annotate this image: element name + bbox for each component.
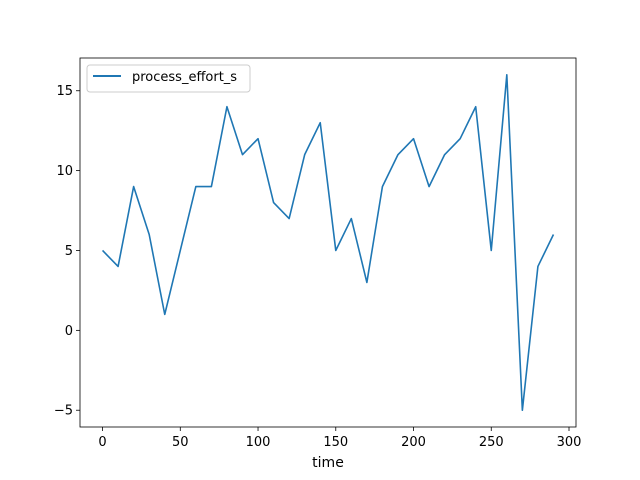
y-tick-label: 10 (56, 164, 73, 179)
y-tick-label: 0 (65, 324, 73, 339)
x-tick-label: 100 (246, 435, 271, 450)
y-tick-label: 5 (65, 244, 73, 259)
x-tick-label: 50 (172, 435, 189, 450)
x-axis-ticks: 0 50 100 150 200 250 300 (98, 427, 581, 450)
x-tick-label: 200 (401, 435, 426, 450)
legend-box (86, 64, 251, 93)
y-tick-label: 15 (56, 84, 73, 99)
x-axis-label: time (312, 455, 344, 471)
x-tick-label: 300 (557, 435, 582, 450)
x-tick-label: 250 (479, 435, 504, 450)
series-lines (101, 73, 555, 412)
legend-label-process-effort-s: process_effort_s (132, 70, 237, 85)
x-tick-label: 150 (323, 435, 348, 450)
y-axis-ticks: −5 0 5 10 15 (54, 84, 80, 419)
plot-area-frame (79, 57, 577, 428)
series-line-process-effort-s (101, 73, 555, 412)
x-tick-label: 0 (98, 435, 106, 450)
y-tick-label: −5 (54, 404, 73, 419)
legend: process_effort_s (86, 64, 251, 93)
